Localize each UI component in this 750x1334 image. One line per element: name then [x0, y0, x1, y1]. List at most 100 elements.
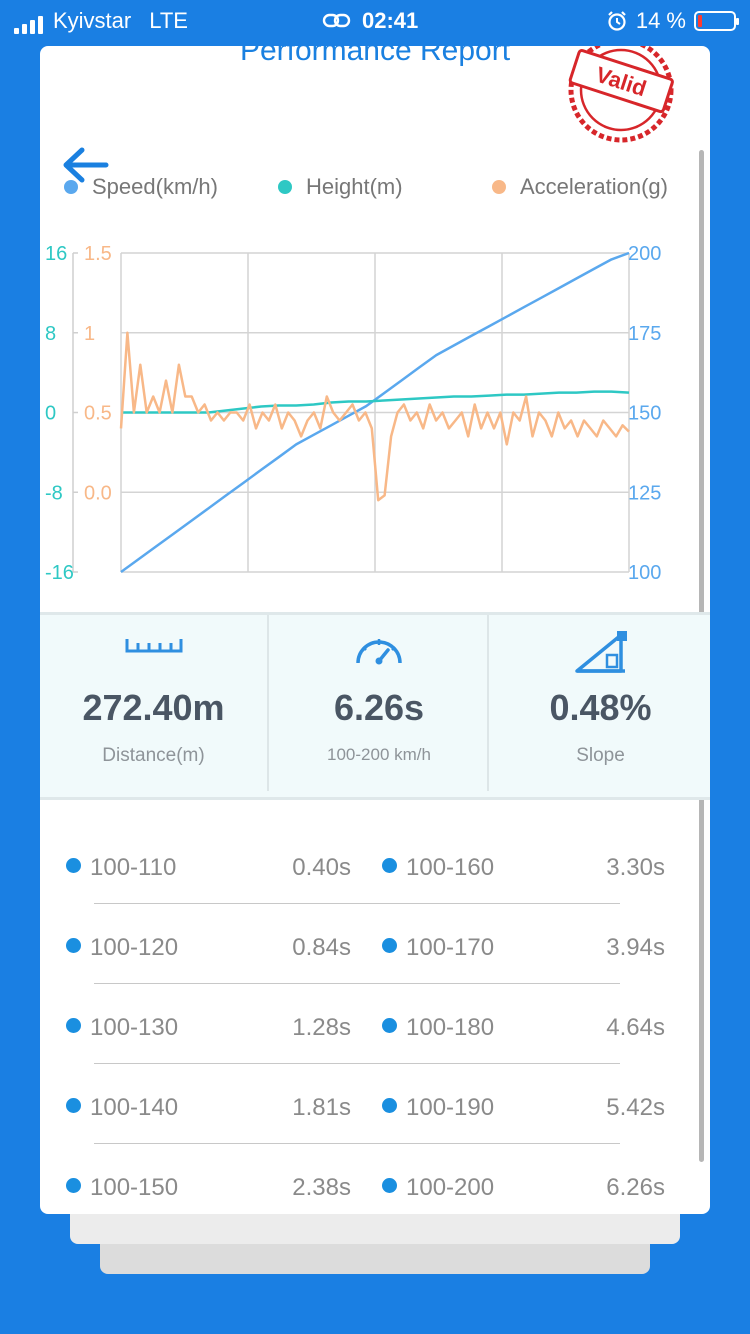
stat-distance: 272.40m Distance(m) [40, 615, 267, 791]
legend-label-height: Height(m) [306, 174, 403, 199]
split-range: 100-160 [406, 854, 495, 881]
series-line-height [121, 390, 630, 414]
bullet-icon [66, 1178, 81, 1193]
alarm-icon [608, 11, 626, 31]
list-item: 100-130 1.28s 100-180 4.64s [40, 996, 710, 1076]
page-title: Performance Report [239, 46, 511, 67]
distance-label: Distance(m) [102, 745, 205, 766]
legend-item-height: Height(m) [278, 174, 403, 200]
slope-icon [574, 631, 627, 673]
carrier-name: Kyivstar [53, 8, 132, 33]
speed-tick-label: 150 [628, 403, 661, 425]
acceleration-tick-label: 0.0 [84, 482, 112, 504]
split-range: 100-120 [90, 934, 179, 961]
split-range: 100-190 [406, 1094, 495, 1121]
acceleration-tick-label: 1.5 [84, 243, 112, 265]
split-cell: 100-130 1.28s [66, 1008, 351, 1048]
bullet-icon [382, 1178, 397, 1193]
height-tick-label: -8 [45, 482, 63, 504]
divider [94, 903, 620, 904]
chart-legend: Speed(km/h) Height(m) Acceleration(g) [40, 174, 710, 204]
split-cell: 100-200 6.26s [382, 1168, 665, 1208]
split-cell: 100-150 2.38s [66, 1168, 351, 1208]
split-range: 100-140 [90, 1094, 179, 1121]
valid-stamp-icon: Valid [568, 46, 674, 143]
bullet-icon [66, 1018, 81, 1033]
legend-label-acceleration: Acceleration(g) [520, 174, 668, 199]
height-tick-label: 0 [45, 403, 56, 425]
list-item: 100-150 2.38s 100-200 6.26s [40, 1156, 710, 1214]
speed-tick-label: 125 [628, 482, 661, 504]
bullet-icon [382, 858, 397, 873]
back-arrow-icon[interactable] [58, 144, 114, 186]
clock-time: 02:41 [362, 8, 419, 33]
divider [94, 1143, 620, 1144]
split-time: 1.81s [292, 1094, 351, 1121]
stat-slope: 0.48% Slope [487, 615, 710, 791]
bullet-icon [66, 1098, 81, 1113]
height-tick-label: 16 [45, 243, 67, 265]
signal-icon [14, 14, 43, 34]
status-bar: Kyivstar LTE 02:41 14 % [0, 0, 750, 40]
network-type: LTE [149, 8, 188, 33]
acceleration-tick-label: 0.5 [84, 403, 112, 425]
split-time: 0.40s [292, 854, 351, 881]
split-range: 100-130 [90, 1014, 179, 1041]
speed-tick-label: 175 [628, 323, 661, 345]
legend-dot-acceleration [492, 180, 506, 194]
list-item: 100-120 0.84s 100-170 3.94s [40, 916, 710, 996]
time-value: 6.26s [333, 687, 425, 728]
bullet-icon [382, 1018, 397, 1033]
bullet-icon [382, 1098, 397, 1113]
split-cell: 100-110 0.40s [66, 848, 351, 888]
list-item: 100-110 0.40s 100-160 3.30s [40, 836, 710, 916]
stat-time: 6.26s 100-200 km/h [267, 615, 489, 791]
bullet-icon [382, 938, 397, 953]
split-time: 3.30s [606, 854, 665, 881]
split-cell: 100-190 5.42s [382, 1088, 665, 1128]
split-time: 2.38s [292, 1174, 351, 1201]
acceleration-tick-label: 1 [84, 323, 95, 345]
legend-item-speed: Speed(km/h) [64, 174, 218, 200]
battery-percent: 14 % [635, 8, 686, 33]
split-cell: 100-180 4.64s [382, 1008, 665, 1048]
bullet-icon [66, 938, 81, 953]
list-item: 100-140 1.81s 100-190 5.42s [40, 1076, 710, 1156]
split-cell: 100-120 0.84s [66, 928, 351, 968]
split-time: 3.94s [606, 934, 665, 961]
split-time: 4.64s [606, 1014, 665, 1041]
split-range: 100-110 [90, 854, 177, 881]
split-time: 0.84s [292, 934, 351, 961]
series-line-acceleration [119, 331, 630, 502]
divider [94, 983, 620, 984]
speed-tick-label: 200 [628, 243, 661, 265]
speed-tick-label: 100 [628, 562, 661, 584]
slope-value: 0.48% [549, 687, 652, 728]
legend-dot-speed [64, 180, 78, 194]
split-cell: 100-140 1.81s [66, 1088, 351, 1128]
legend-label-speed: Speed(km/h) [92, 174, 218, 199]
split-range: 100-180 [406, 1014, 495, 1041]
height-tick-label: -16 [45, 562, 74, 584]
split-time: 1.28s [292, 1014, 351, 1041]
split-range: 100-170 [406, 934, 495, 961]
legend-item-acceleration: Acceleration(g) [492, 174, 668, 200]
ruler-icon [125, 639, 182, 653]
link-icon [322, 13, 351, 28]
battery-icon [694, 11, 739, 31]
split-time: 6.26s [606, 1174, 665, 1201]
distance-value: 272.40m [82, 687, 225, 728]
split-cell: 100-170 3.94s [382, 928, 665, 968]
speedometer-icon [356, 639, 402, 665]
split-cell: 100-160 3.30s [382, 848, 665, 888]
performance-chart: 16 8 0 -8 -16 1.5 1 0.5 0.0 200 175 150 125 100 [45, 243, 661, 584]
split-range: 100-150 [90, 1174, 179, 1201]
split-range: 100-200 [406, 1174, 495, 1201]
stats-panel: 272.40m Distance(m) 6.26s 100-200 km/h 0… [40, 612, 710, 800]
height-tick-label: 8 [45, 323, 56, 345]
report-card: Performance Report Valid Speed(km/h) Hei… [40, 46, 710, 1214]
divider [94, 1063, 620, 1064]
slope-label: Slope [576, 745, 625, 766]
legend-dot-height [278, 180, 292, 194]
time-label: 100-200 km/h [327, 745, 431, 764]
